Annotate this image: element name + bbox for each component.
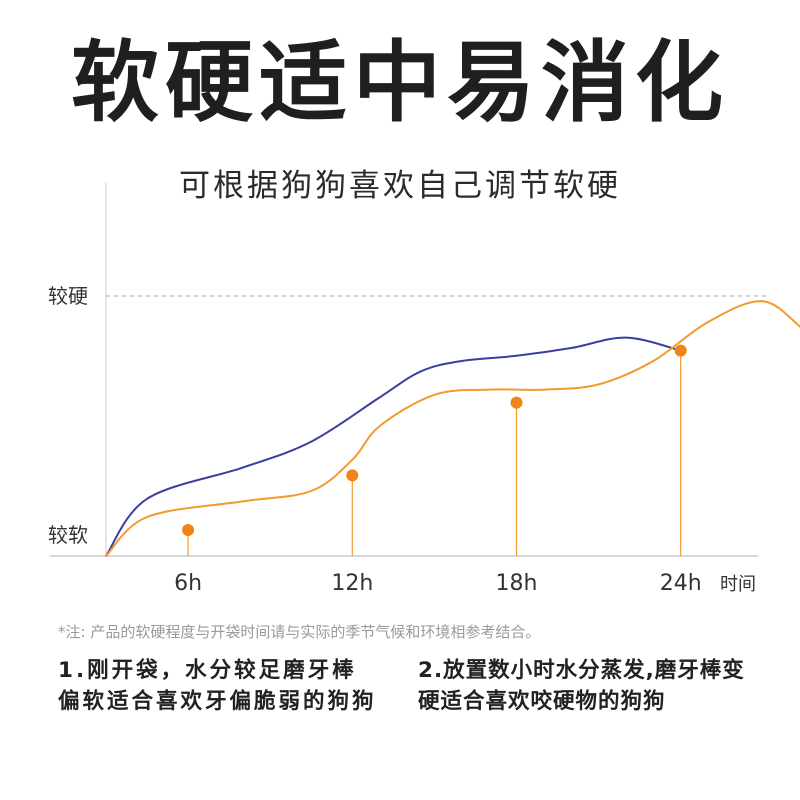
- y-level-label-soft: 较软: [48, 523, 88, 547]
- description-soft: 1.刚开袋，水分较足磨牙棒偏软适合喜欢牙偏脆弱的狗狗: [58, 658, 377, 714]
- page-subtitle: 可根据狗狗喜欢自己调节软硬: [179, 168, 621, 204]
- x-tick-label: 24h: [660, 571, 702, 596]
- x-tick-label: 6h: [174, 571, 202, 596]
- data-point-marker: [346, 469, 359, 482]
- series-line-orange: [105, 300, 800, 557]
- data-point-marker: [182, 524, 195, 536]
- description-hard: 2.放置数小时水分蒸发,磨牙棒变硬适合喜欢咬硬物的狗狗: [418, 658, 745, 714]
- footnote: *注: 产品的软硬程度与开袋时间请与实际的季节气候和环境相参考结合。: [58, 623, 541, 641]
- y-level-label-hard: 较硬: [48, 284, 88, 308]
- data-point-marker: [674, 344, 687, 357]
- x-axis-label: 时间: [720, 574, 756, 595]
- page-title: 软硬适中易消化: [70, 31, 729, 134]
- x-tick-label: 18h: [496, 571, 538, 596]
- data-point-marker: [510, 396, 523, 409]
- x-tick-label: 12h: [331, 571, 373, 596]
- series-line-blue: [105, 336, 682, 557]
